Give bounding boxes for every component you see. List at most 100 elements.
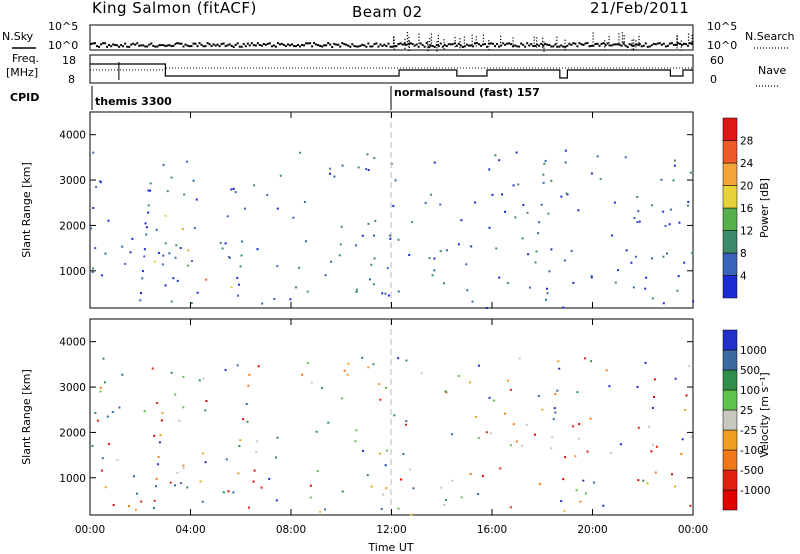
nsearch-point: [393, 39, 395, 41]
power-cell: [145, 233, 148, 236]
velocity-cell: [557, 360, 560, 363]
nsky-point: [379, 43, 382, 46]
nsearch-point: [556, 39, 558, 41]
power-cell: [155, 228, 158, 231]
nsky-point: [244, 45, 247, 48]
nsearch-point: [429, 37, 431, 40]
nsky-point: [307, 42, 310, 45]
power-colorbar-tick: 8: [740, 248, 747, 260]
nsearch-point: [429, 46, 431, 49]
nsky-point: [309, 42, 312, 45]
nsky-point: [616, 43, 619, 46]
velocity-colorbar-tick: -500: [740, 465, 764, 477]
power-cell: [219, 241, 222, 244]
nsky-point: [278, 43, 281, 46]
nsky-point: [473, 42, 476, 45]
power-cell: [241, 240, 244, 243]
velocity-cell: [170, 371, 173, 374]
nsky-point: [262, 43, 265, 46]
nsearch-point: [533, 42, 535, 44]
nsearch-point: [542, 37, 544, 39]
power-cell: [279, 174, 282, 177]
velocity-cell: [378, 383, 381, 386]
nsky-point: [457, 42, 460, 45]
velocity-cell: [324, 508, 327, 511]
nsky-point: [526, 42, 529, 45]
power-cell: [139, 292, 142, 295]
nsky-point: [451, 43, 454, 46]
nsky-point: [264, 43, 267, 46]
nsearch-point: [618, 39, 620, 41]
nsky-point: [467, 44, 470, 47]
nsearch-point: [633, 39, 635, 41]
nsky-point: [236, 42, 239, 45]
velocity-cell: [504, 412, 507, 415]
power-cell: [599, 177, 602, 180]
velocity-cell: [468, 381, 471, 384]
nsearch-point: [488, 43, 490, 45]
x-tick-label: 04:00: [175, 524, 205, 536]
nsky-point: [582, 43, 585, 46]
nsearch-point: [604, 46, 606, 48]
power-cell: [466, 289, 469, 292]
nsearch-point: [618, 33, 620, 35]
velocity-cell: [327, 421, 330, 424]
velocity-cell: [106, 415, 109, 418]
nsky-series: [90, 32, 693, 52]
velocity-cell: [684, 409, 687, 412]
velocity-cell: [202, 377, 205, 380]
power-cell: [565, 192, 568, 195]
nsky-point: [504, 43, 507, 46]
nsearch-point: [680, 49, 682, 51]
nsky-point: [104, 42, 107, 45]
power-cell: [387, 294, 390, 297]
velocity-colorbar-box: [722, 489, 738, 511]
nsearch-point: [430, 33, 433, 35]
velocity-cell: [652, 395, 655, 398]
nsky-point: [510, 43, 513, 46]
nsky-point: [144, 45, 147, 48]
nsky-point: [522, 43, 525, 46]
power-cell: [145, 226, 148, 229]
nsearch-point: [691, 40, 693, 43]
power-cell: [625, 249, 628, 252]
nsky-point: [630, 44, 633, 47]
nsky-point: [670, 42, 673, 45]
nsearch-point: [437, 43, 439, 46]
power-cell: [491, 193, 494, 196]
nsky-point: [558, 45, 561, 48]
nsearch-point: [471, 43, 473, 45]
velocity-cell: [457, 374, 460, 377]
velocity-cell: [619, 443, 622, 446]
nsky-point: [443, 44, 446, 47]
velocity-cell: [554, 393, 557, 396]
nsky-point: [437, 45, 440, 48]
nsky-point: [554, 43, 557, 46]
nsky-point: [315, 43, 318, 46]
nsearch-point: [430, 39, 433, 41]
nsearch-point: [443, 45, 445, 47]
power-cell: [439, 203, 442, 206]
nsearch-point: [604, 40, 606, 42]
nsky-point: [218, 45, 221, 48]
nsky-point: [272, 44, 275, 47]
nsearch-point: [638, 44, 640, 47]
nsky-point: [168, 44, 171, 47]
nsky-point: [266, 42, 269, 45]
velocity-cell: [582, 479, 585, 482]
nsky-point: [240, 45, 243, 48]
nsearch-point: [533, 39, 535, 41]
velocity-cell: [507, 379, 510, 382]
power-cell: [187, 249, 190, 252]
nsky-point: [405, 43, 408, 46]
x-tick-label: 16:00: [477, 524, 507, 536]
velocity-cell: [153, 499, 156, 502]
nsky-point: [250, 42, 253, 45]
nsky-point: [688, 42, 691, 45]
velocity-cell: [367, 366, 370, 369]
velocity-cell: [256, 440, 259, 443]
nsearch-point: [471, 40, 473, 42]
power-colorbar: 4 8 12 16 20 24 28 Power [dB]: [722, 117, 771, 299]
nsky-point: [602, 42, 605, 45]
